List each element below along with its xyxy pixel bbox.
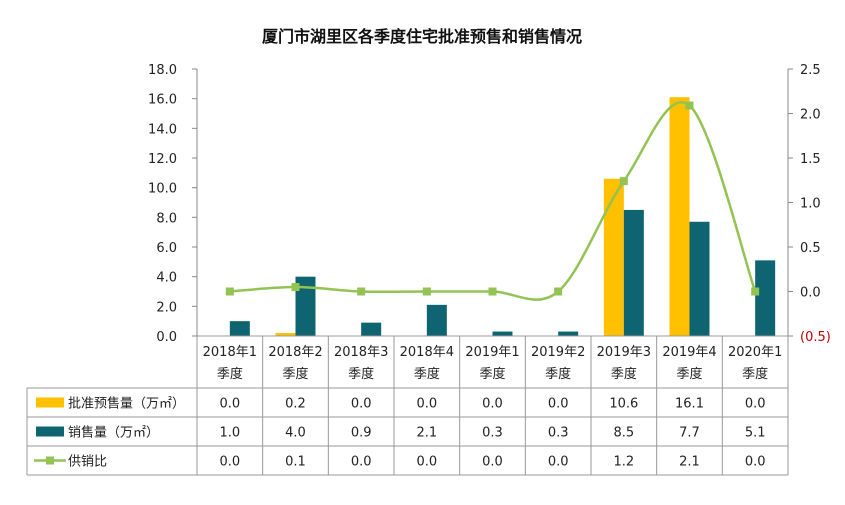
category-label: 2019年3 — [597, 345, 651, 360]
table-cell: 7.7 — [679, 426, 700, 441]
table-cell: 0.0 — [548, 455, 569, 470]
legend-key-marker — [46, 456, 54, 465]
table-cell: 0.0 — [548, 397, 569, 412]
bar-1 — [623, 209, 644, 336]
ratio-point — [751, 287, 760, 296]
left-tick-label: 10.0 — [148, 182, 177, 197]
bar-1 — [426, 304, 447, 336]
table-cell: 4.0 — [285, 426, 306, 441]
left-tick-label: 2.0 — [156, 300, 177, 315]
left-tick-label: 12.0 — [148, 152, 177, 167]
right-tick-label: 0.0 — [800, 286, 821, 301]
table-cell: 5.1 — [745, 426, 766, 441]
table-cell: 2.1 — [416, 426, 437, 441]
table-cell: 0.0 — [219, 397, 240, 412]
ratio-point — [291, 283, 300, 292]
table-cell: 2.1 — [679, 455, 700, 470]
left-tick-label: 0.0 — [156, 330, 177, 345]
table-cell: 10.6 — [609, 397, 638, 412]
table-cell: 0.3 — [482, 426, 503, 441]
left-tick-label: 8.0 — [156, 211, 177, 226]
bar-1 — [295, 276, 316, 336]
category-label: 2018年4 — [400, 345, 454, 360]
bar-1 — [361, 322, 382, 336]
category-label: 2020年1 — [728, 345, 782, 360]
table-cell: 0.1 — [285, 455, 306, 470]
left-tick-label: 6.0 — [156, 241, 177, 256]
table-cell: 16.1 — [675, 397, 704, 412]
bar-0 — [275, 333, 296, 336]
table-cell: 0.0 — [745, 397, 766, 412]
table-cell: 0.0 — [482, 455, 503, 470]
category-label: 2019年1 — [465, 345, 519, 360]
bar-1 — [558, 331, 579, 336]
category-label: 季度 — [414, 366, 440, 382]
category-label: 2019年4 — [662, 345, 716, 360]
category-label: 季度 — [742, 366, 768, 382]
bar-0 — [603, 178, 624, 336]
category-label: 2018年3 — [334, 345, 388, 360]
table-cell: 1.2 — [613, 455, 634, 470]
legend-label: 销售量（万㎡） — [68, 425, 159, 441]
ratio-point — [554, 287, 563, 296]
legend-label: 批准预售量（万㎡） — [68, 396, 185, 412]
table-cell: 0.0 — [351, 455, 372, 470]
left-tick-label: 18.0 — [148, 63, 177, 78]
bar-0 — [669, 97, 690, 336]
axes — [192, 68, 793, 337]
ratio-line — [225, 101, 760, 301]
category-label: 季度 — [545, 366, 571, 382]
right-tick-label: 2.0 — [800, 108, 821, 123]
right-tick-label: 0.5 — [800, 241, 821, 256]
table-cell: 0.0 — [351, 397, 372, 412]
category-label: 季度 — [217, 366, 243, 382]
bar-1 — [492, 331, 513, 336]
right-tick-label: 2.5 — [800, 63, 821, 78]
category-label: 2018年1 — [203, 345, 257, 360]
category-label: 季度 — [611, 366, 637, 382]
ratio-point — [225, 287, 234, 296]
table-cell: 0.0 — [745, 455, 766, 470]
category-label: 季度 — [348, 366, 374, 382]
category-label: 2019年2 — [531, 345, 585, 360]
ratio-point — [619, 177, 628, 186]
table-cell: 0.0 — [416, 397, 437, 412]
left-tick-label: 4.0 — [156, 271, 177, 286]
category-label: 2018年2 — [268, 345, 322, 360]
table-cell: 0.0 — [416, 455, 437, 470]
bars — [229, 97, 776, 336]
bar-1 — [689, 221, 710, 336]
table-cell: 8.5 — [613, 426, 634, 441]
right-tick-label: 1.0 — [800, 197, 821, 212]
table-cell: 0.9 — [351, 426, 372, 441]
ratio-point — [685, 101, 694, 110]
ratio-point — [488, 287, 497, 296]
bar-1 — [755, 260, 776, 336]
chart-title: 厦门市湖里区各季度住宅批准预售和销售情况 — [262, 27, 582, 46]
table-cell: 0.3 — [548, 426, 569, 441]
legend-key-bar — [36, 397, 64, 408]
bar-1 — [229, 321, 250, 336]
right-axis-ticks: (0.5) 0.0 0.5 1.0 1.5 2.0 2.5 — [800, 63, 831, 345]
left-tick-label: 16.0 — [148, 93, 177, 108]
legend-label: 供销比 — [68, 455, 107, 470]
data-table: 2018年1 季度 2018年2 季度 2018年3 季度 2018年4 季度 2019年1 季度… — [26, 335, 789, 476]
left-tick-label: 14.0 — [148, 122, 177, 137]
category-label: 季度 — [676, 366, 702, 382]
ratio-point — [422, 287, 431, 296]
table-cell: 1.0 — [219, 426, 240, 441]
table-cell: 0.2 — [285, 397, 306, 412]
left-axis-ticks: 0.0 2.0 4.0 6.0 8.0 10.0 12.0 14.0 16.0 18.0 — [148, 63, 177, 345]
table-cell: 0.0 — [482, 397, 503, 412]
right-tick-label: 1.5 — [800, 152, 821, 167]
legend-key-bar — [36, 426, 64, 437]
ratio-point — [357, 287, 366, 296]
table-cell: 0.0 — [219, 455, 240, 470]
right-tick-label: (0.5) — [800, 330, 831, 345]
category-label: 季度 — [479, 366, 505, 382]
category-label: 季度 — [282, 366, 308, 382]
